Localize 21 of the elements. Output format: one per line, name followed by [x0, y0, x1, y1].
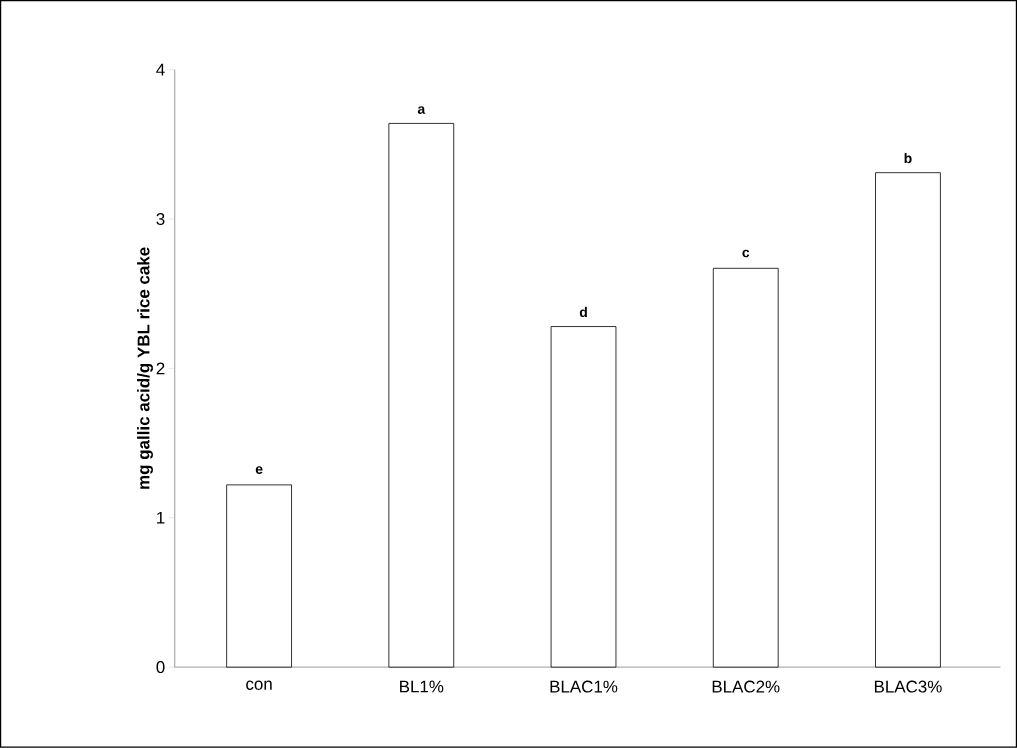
x-tick-label: BL1% — [400, 680, 444, 693]
annotation: e — [255, 466, 263, 474]
y-axis-title: mg gallic acid/g YBL rice cake — [137, 247, 153, 489]
annotation: b — [904, 153, 912, 164]
annotation: d — [579, 306, 587, 318]
annotation: c — [742, 249, 750, 258]
y-tick-label: 0 — [156, 661, 165, 674]
bar — [388, 123, 455, 668]
bar — [875, 172, 941, 668]
x-tick-label: BLAC2% — [712, 680, 780, 693]
bar — [226, 484, 292, 668]
bar — [550, 326, 617, 668]
y-tick-label: 3 — [156, 213, 165, 226]
y-tick-label: 4 — [156, 63, 165, 76]
x-tick-label: BLAC3% — [874, 680, 942, 693]
y-tick-label: 2 — [156, 362, 165, 375]
annotation: a — [417, 106, 426, 115]
x-tick-label: BLAC1% — [550, 680, 618, 693]
bar — [712, 268, 779, 668]
y-tick-label: 1 — [157, 512, 165, 524]
x-tick-label: con — [246, 680, 272, 691]
